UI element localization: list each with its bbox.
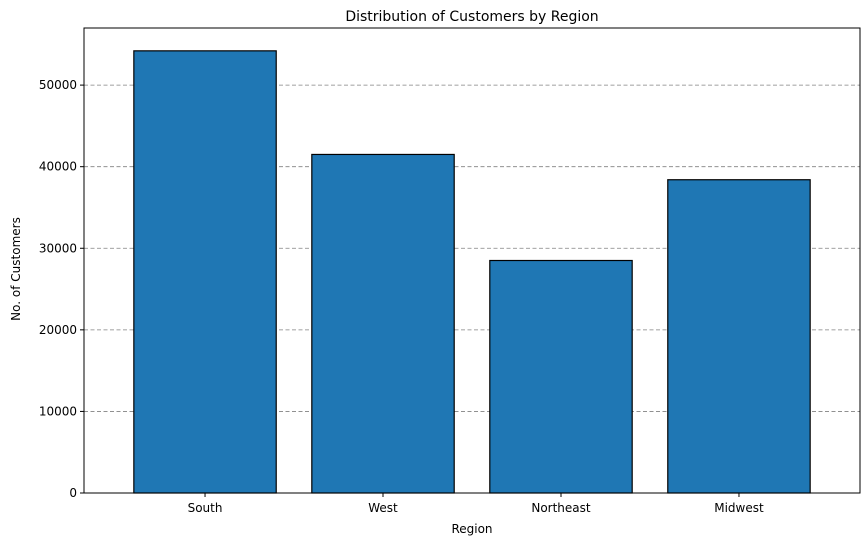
y-axis-label: No. of Customers — [9, 217, 23, 321]
chart-title: Distribution of Customers by Region — [345, 9, 598, 25]
bar-northeast — [489, 259, 633, 494]
axes — [83, 27, 861, 494]
bar-west — [311, 153, 455, 494]
x-ticks: South West Northeast Midwest — [188, 493, 764, 515]
y-tick-label: 0 — [69, 486, 77, 500]
y-ticks: 0 10000 20000 30000 40000 50000 — [39, 78, 84, 500]
x-tick-label: Midwest — [714, 501, 764, 515]
y-tick-label: 40000 — [39, 160, 77, 174]
x-tick-label: Northeast — [531, 501, 591, 515]
bars — [133, 50, 811, 494]
y-tick-label: 10000 — [39, 404, 77, 418]
y-tick-label: 30000 — [39, 241, 77, 255]
bar-south — [133, 50, 277, 494]
x-tick-label: South — [188, 501, 223, 515]
bar-midwest — [667, 179, 811, 494]
y-tick-label: 50000 — [39, 78, 77, 92]
x-axis-label: Region — [451, 522, 492, 536]
plot-frame — [83, 27, 861, 494]
y-tick-label: 20000 — [39, 323, 77, 337]
x-tick-label: West — [368, 501, 398, 515]
